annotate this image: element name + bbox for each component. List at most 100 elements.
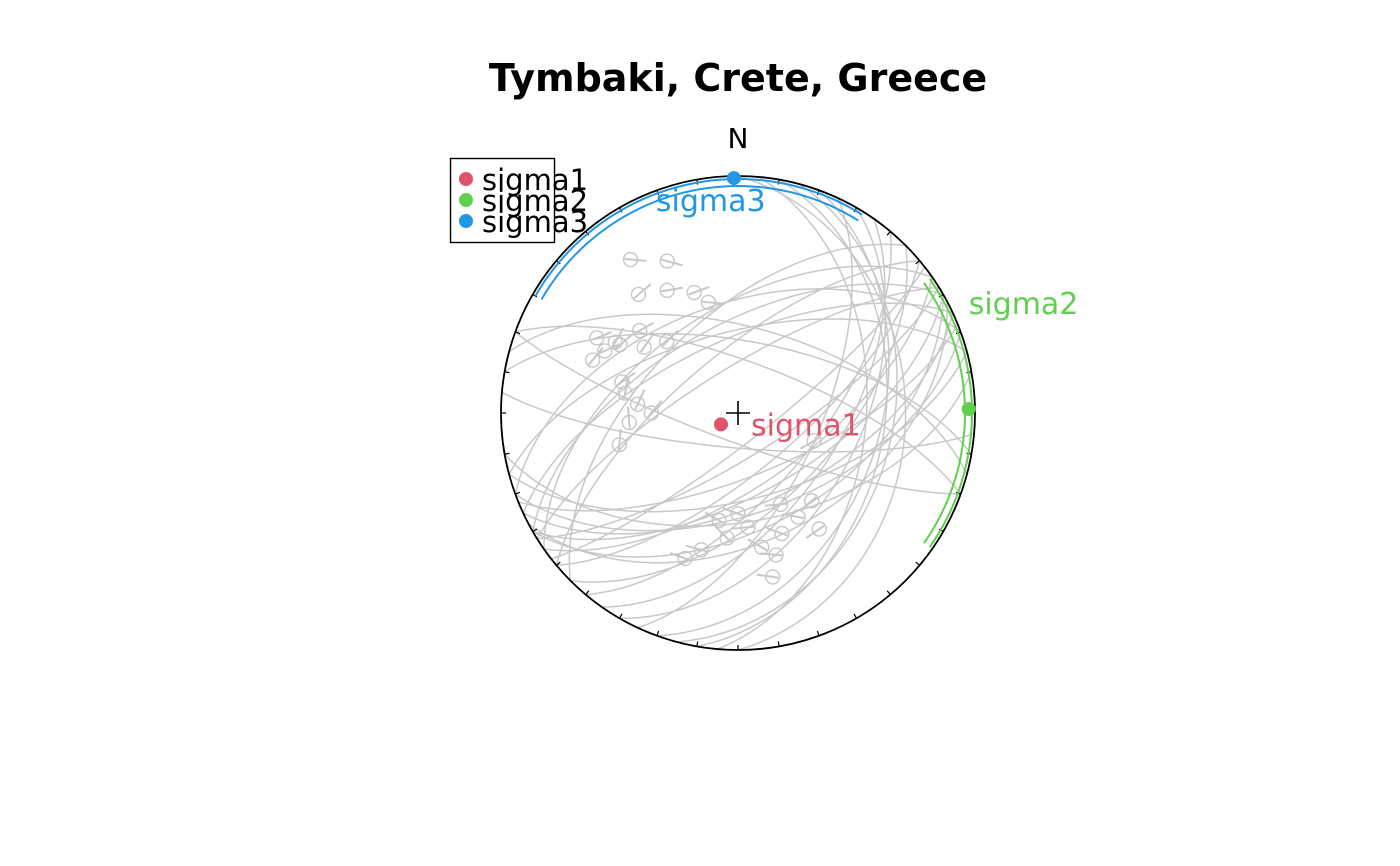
slip-arrow [798, 496, 817, 512]
fault-plane-great-circle [508, 313, 968, 475]
slip-arrow [661, 258, 683, 267]
slip-arrow [598, 343, 620, 355]
sigma3-point [726, 171, 741, 186]
slip-marker [643, 405, 659, 421]
slip-arrow [626, 406, 631, 429]
fault-plane-great-circle [568, 243, 906, 581]
sigma3-confidence-arc [540, 184, 859, 301]
net-tick [532, 293, 538, 298]
slip-marker [589, 330, 605, 346]
slip-arrow [623, 377, 629, 400]
sigma1-point [714, 417, 728, 432]
net-tick [886, 590, 891, 595]
net-tick [696, 641, 699, 647]
sigma2-point [961, 402, 976, 416]
slip-arrow [702, 300, 725, 305]
legend-item-sigma2: sigma2 [459, 184, 588, 218]
sigma2-group: sigma2 [923, 278, 1079, 548]
fault-plane-great-circle [676, 183, 898, 643]
slip-marker [636, 339, 652, 355]
slip-marker [711, 512, 727, 529]
slip-arrow [633, 283, 652, 300]
sigma1-label: sigma1 [751, 408, 861, 443]
slip-arrow [799, 436, 820, 450]
slip-arrow [756, 573, 779, 579]
fault-plane-great-circle [504, 332, 972, 455]
chart-title: Tymbaki, Crete, Greece [488, 56, 988, 100]
slip-marker [584, 352, 601, 368]
slip-arrow [624, 257, 647, 262]
legend-label-sigma2: sigma2 [482, 184, 588, 218]
net-tick [915, 260, 920, 265]
net-tick [656, 630, 660, 636]
slip-arrow [617, 428, 622, 451]
slip-marker [790, 509, 806, 525]
slip-arrow [616, 371, 636, 387]
net-tick [504, 452, 510, 455]
net-tick [515, 491, 521, 495]
slip-marker [659, 253, 675, 269]
slip-marker [804, 493, 820, 509]
fault-plane-great-circle [737, 175, 907, 651]
fault-plane-great-circle [536, 286, 940, 539]
slip-arrow [688, 286, 710, 296]
fault-plane-great-circle [532, 294, 944, 541]
sigma3-confidence-arc [534, 177, 863, 297]
slip-marker [612, 337, 628, 353]
fault-plane-great-circle [522, 312, 954, 535]
fault-plane-great-circle [515, 325, 962, 495]
slip-arrow [661, 286, 684, 293]
center-cross [726, 401, 750, 425]
sigma3-group: sigma3 [534, 171, 863, 301]
slip-arrow [614, 333, 633, 350]
net-tick [504, 371, 510, 374]
fault-planes-layer [501, 175, 975, 651]
slip-marker [659, 334, 675, 350]
slip-marker [677, 550, 693, 567]
slip-marker [730, 506, 746, 522]
slip-arrow [714, 526, 733, 544]
legend-item-sigma1: sigma1 [459, 163, 588, 197]
legend-marker-sigma3 [459, 214, 473, 228]
net-tick [777, 641, 780, 647]
slip-arrow [639, 333, 655, 353]
net-tick [886, 231, 891, 236]
slip-arrow [646, 400, 663, 419]
net-tick [618, 613, 623, 619]
fault-plane-great-circle [532, 283, 944, 532]
slip-arrow [590, 330, 612, 342]
slip-marker [632, 322, 648, 339]
slip-arrow [669, 552, 692, 562]
slip-marker [686, 284, 702, 301]
principal-stresses-layer: sigma1 sigma2 sigma3 [534, 171, 1079, 548]
slip-marker [754, 539, 770, 555]
fault-plane-great-circle [570, 245, 908, 583]
legend: sigma1 sigma2 sigma3 [449, 157, 588, 244]
slip-arrow [704, 511, 725, 525]
fault-plane-great-circle [528, 301, 949, 564]
slip-arrow [764, 502, 787, 507]
slip-marker [617, 385, 633, 401]
slip-arrow [805, 524, 825, 540]
net-tick [556, 561, 561, 566]
stereonet-frame: N [500, 122, 976, 651]
slip-arrow [782, 513, 805, 520]
legend-marker-sigma1 [459, 172, 473, 186]
sigma2-label: sigma2 [969, 287, 1079, 322]
fault-plane-great-circle [556, 260, 921, 567]
slip-marker [629, 396, 646, 412]
slip-marker [811, 521, 827, 537]
legend-label-sigma1: sigma1 [482, 163, 588, 197]
fault-plane-great-circle [543, 276, 933, 552]
sigma1-group: sigma1 [714, 408, 861, 443]
net-tick [816, 630, 820, 636]
slip-marker [614, 374, 630, 390]
slip-markers-layer [584, 251, 827, 585]
net-tick [585, 590, 590, 595]
legend-label-sigma3: sigma3 [482, 205, 588, 239]
slip-arrow [732, 525, 755, 530]
slip-marker [597, 343, 613, 359]
slip-marker [719, 530, 735, 546]
net-tick [853, 613, 858, 619]
slip-marker [806, 433, 822, 449]
